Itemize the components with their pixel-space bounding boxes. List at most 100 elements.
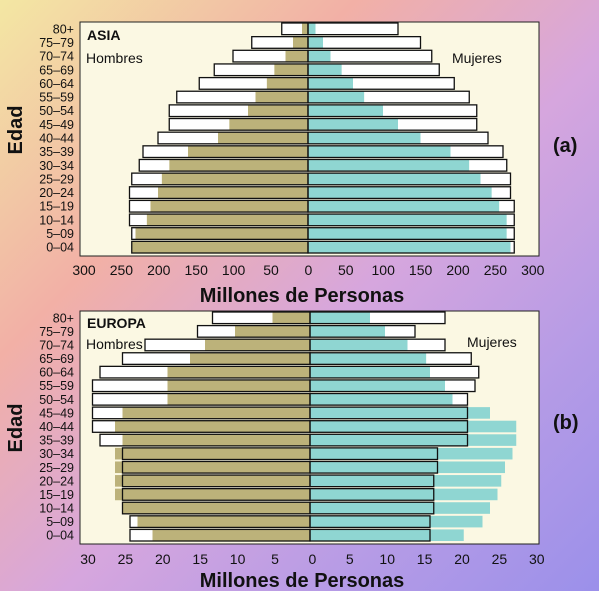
- asia-shaded-bar-men-30–34: [169, 159, 308, 172]
- europa-x-tick-label: 5: [271, 551, 279, 567]
- europa-outline-bar-women-5–09: [309, 515, 431, 529]
- europa-shaded-bar-men-65–69: [190, 352, 310, 365]
- europa-panel-label: (b): [553, 412, 579, 434]
- europa-women-label: Mujeres: [467, 334, 517, 350]
- asia-outline-fill-men-55–59: [176, 91, 256, 103]
- asia-shaded-bar-men-25–29: [161, 173, 308, 185]
- asia-age-label: 10–14: [39, 213, 74, 227]
- asia-pyramid-panel: 0–045–0910–1415–1920–2425–2930–3435–3940…: [5, 21, 577, 307]
- asia-shaded-bar-men-75–79: [293, 36, 308, 49]
- europa-shaded-bar-men-40–44: [115, 420, 310, 433]
- europa-age-label: 5–09: [46, 515, 74, 529]
- europa-outline-fill-women-65–69: [426, 352, 472, 365]
- europa-shaded-bar-women-25–29: [310, 461, 505, 474]
- asia-shaded-bar-women-5–09: [308, 227, 507, 240]
- asia-shaded-bar-women-45–49: [308, 118, 398, 131]
- asia-outline-fill-men-5–09: [131, 227, 136, 240]
- europa-outline-bar-women-75–79: [309, 324, 416, 338]
- europa-outline-fill-women-50–54: [452, 393, 468, 406]
- asia-shaded-bar-men-50–54: [248, 104, 308, 117]
- asia-outline-bar-women-75–79: [307, 35, 422, 49]
- europa-shaded-bar-women-30–34: [310, 447, 513, 460]
- asia-outline-fill-men-20–24: [129, 186, 158, 199]
- asia-outline-fill-men-30–34: [139, 159, 170, 172]
- asia-shaded-bar-men-60–64: [266, 77, 308, 90]
- europa-outline-fill-men-0–04: [130, 529, 153, 541]
- europa-shaded-bar-men-30–34: [115, 447, 310, 460]
- asia-age-label: 20–24: [39, 186, 74, 200]
- asia-age-label: 75–79: [39, 36, 74, 50]
- europa-outline-bar-women-35–39: [309, 433, 469, 447]
- europa-outline-fill-men-35–39: [100, 434, 123, 446]
- europa-outline-bar-women-65–69: [309, 352, 472, 366]
- asia-outline-bar-women-45–49: [307, 117, 478, 131]
- europa-shaded-bar-men-25–29: [115, 461, 310, 474]
- europa-x-tick-label: 30: [80, 551, 96, 567]
- asia-shaded-bar-women-0–04: [308, 241, 511, 253]
- asia-outline-fill-women-55–59: [364, 91, 470, 103]
- asia-outline-bar-women-65–69: [307, 63, 440, 77]
- asia-age-label: 30–34: [39, 159, 74, 173]
- asia-outline-fill-women-70–74: [330, 50, 432, 62]
- asia-outline-fill-women-50–54: [383, 104, 477, 117]
- asia-shaded-bar-men-15–19: [150, 200, 308, 213]
- europa-x-tick-label: 25: [118, 551, 134, 567]
- asia-outline-fill-men-25–29: [131, 173, 162, 185]
- europa-x-axis-title: Millones de Personas: [200, 570, 405, 591]
- europa-age-label: 0–04: [46, 529, 74, 543]
- europa-shaded-bar-men-55–59: [167, 379, 310, 392]
- asia-outline-bar-women-10–14: [307, 213, 515, 227]
- asia-shaded-bar-women-70–74: [308, 50, 331, 62]
- asia-shaded-bar-women-15–19: [308, 200, 500, 213]
- asia-outline-fill-men-10–14: [129, 214, 147, 226]
- asia-shaded-bar-women-55–59: [308, 91, 365, 103]
- asia-age-label: 50–54: [39, 104, 74, 118]
- europa-shaded-bar-women-80+: [310, 312, 370, 324]
- asia-age-label: 80+: [53, 22, 74, 36]
- asia-outline-bar-women-0–04: [307, 240, 515, 254]
- asia-outline-fill-women-45–49: [398, 118, 477, 131]
- asia-age-label: 35–39: [39, 145, 74, 159]
- europa-age-label: 15–19: [39, 488, 74, 502]
- europa-outline-fill-men-70–74: [145, 339, 205, 351]
- asia-shaded-bar-men-70–74: [285, 50, 308, 62]
- asia-outline-bar-women-25–29: [307, 172, 512, 186]
- europa-region-label: EUROPA: [87, 315, 146, 331]
- europa-shaded-bar-men-10–14: [122, 502, 310, 514]
- asia-x-tick-label: 200: [446, 262, 470, 278]
- asia-shaded-bar-women-10–14: [308, 214, 507, 226]
- europa-age-label: 10–14: [39, 502, 74, 516]
- europa-outline-bar-women-20–24: [309, 474, 435, 488]
- europa-shaded-bar-men-60–64: [167, 366, 310, 378]
- europa-shaded-bar-men-0–04: [152, 529, 310, 541]
- asia-x-tick-label: 100: [372, 262, 396, 278]
- europa-pyramid-panel: 0–045–0910–1415–1920–2425–2930–3435–3940…: [5, 310, 579, 591]
- europa-outline-fill-men-50–54: [92, 393, 168, 406]
- europa-age-label: 25–29: [39, 461, 74, 475]
- europa-outline-bar-women-15–19: [309, 487, 435, 501]
- asia-age-label: 5–09: [46, 227, 74, 241]
- europa-men-label: Hombres: [86, 336, 143, 352]
- asia-x-tick-label: 200: [147, 262, 171, 278]
- asia-shaded-bar-men-0–04: [131, 241, 308, 253]
- europa-outline-fill-men-80+: [212, 312, 273, 324]
- asia-age-labels: 0–045–0910–1415–1920–2425–2930–3435–3940…: [39, 22, 74, 254]
- europa-x-tick-label: 10: [379, 551, 395, 567]
- europa-age-label: 70–74: [39, 338, 74, 352]
- asia-shaded-bar-women-20–24: [308, 186, 492, 199]
- asia-outline-bar-women-35–39: [307, 145, 504, 159]
- asia-outline-fill-men-50–54: [169, 104, 248, 117]
- asia-shaded-bar-women-30–34: [308, 159, 470, 172]
- asia-outline-fill-women-65–69: [341, 63, 440, 76]
- asia-men-label: Hombres: [86, 50, 143, 66]
- asia-y-axis-title: Edad: [5, 106, 27, 155]
- asia-outline-fill-women-30–34: [469, 159, 507, 172]
- asia-x-tick-label: 250: [110, 262, 134, 278]
- europa-age-label: 55–59: [39, 379, 74, 393]
- asia-outline-bar-women-50–54: [307, 104, 478, 118]
- europa-age-label: 45–49: [39, 406, 74, 420]
- europa-x-tick-labels: 30 25 20 15 10 5 0 5 10 15 20 25 30: [80, 551, 545, 567]
- europa-outline-fill-women-60–64: [430, 366, 479, 378]
- europa-age-label: 40–44: [39, 420, 74, 434]
- europa-shaded-bar-women-35–39: [310, 434, 517, 446]
